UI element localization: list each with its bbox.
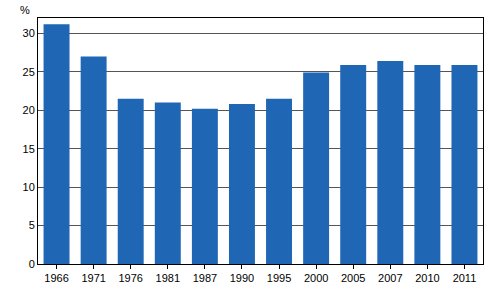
svg-text:1976: 1976 xyxy=(118,272,142,284)
svg-text:10: 10 xyxy=(23,181,35,193)
svg-text:5: 5 xyxy=(29,219,35,231)
svg-text:%: % xyxy=(20,4,30,16)
svg-text:15: 15 xyxy=(23,143,35,155)
svg-text:1971: 1971 xyxy=(81,272,105,284)
svg-text:30: 30 xyxy=(23,27,35,39)
svg-text:1981: 1981 xyxy=(156,272,180,284)
svg-text:2000: 2000 xyxy=(304,272,328,284)
svg-text:2011: 2011 xyxy=(453,272,477,284)
svg-text:2007: 2007 xyxy=(378,272,402,284)
svg-text:20: 20 xyxy=(23,104,35,116)
svg-text:0: 0 xyxy=(29,258,35,270)
svg-text:1995: 1995 xyxy=(267,272,291,284)
svg-text:2005: 2005 xyxy=(341,272,365,284)
svg-text:1966: 1966 xyxy=(44,272,68,284)
svg-text:25: 25 xyxy=(23,66,35,78)
svg-text:1990: 1990 xyxy=(230,272,254,284)
svg-text:1987: 1987 xyxy=(193,272,217,284)
svg-text:2010: 2010 xyxy=(415,272,439,284)
